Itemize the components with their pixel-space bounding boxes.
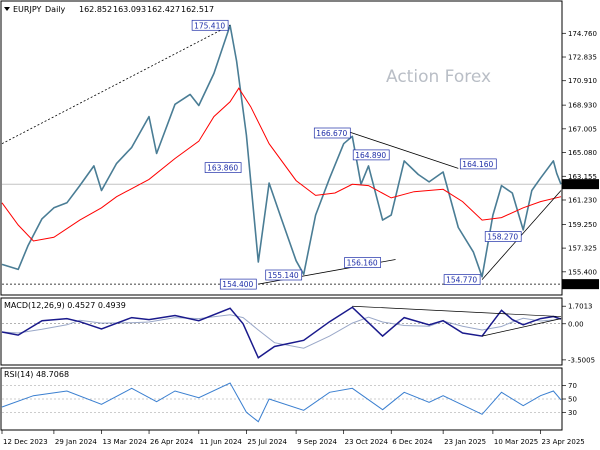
macd-tick-2: 0.00	[568, 320, 584, 328]
annotation-box-3	[313, 127, 351, 139]
macd-label: MACD(12,26,9) 0.4527 0.4939	[4, 301, 126, 310]
annotation-box-5	[459, 158, 497, 170]
support-price-box	[562, 279, 599, 290]
price-tick-10: 157.325	[568, 245, 597, 253]
ohlc-high: 163.093	[113, 5, 146, 14]
price-annotation-4: 164.890	[352, 149, 390, 161]
price-tick-9: 159.250	[568, 221, 597, 229]
chart-timeframe: Daily	[45, 5, 66, 14]
x-tick-3: 13 Mar 2024	[102, 438, 147, 446]
rsi-line	[1, 382, 562, 423]
annotation-text-10: 158.270	[487, 233, 518, 242]
annotation-text-4: 164.890	[355, 151, 386, 160]
macd-trendline-2	[481, 318, 562, 337]
annotation-box-9	[443, 274, 481, 285]
x-tick-10: 23 Jan 2025	[444, 438, 486, 446]
price-y-axis: 174.760 172.835 170.910 168.930 167.005 165.0…	[562, 30, 599, 290]
price-tick-11: 155.400	[568, 268, 597, 276]
annotation-box-2	[204, 162, 242, 173]
price-tick-1: 174.760	[568, 30, 597, 38]
annotation-box-1	[191, 19, 229, 31]
x-tick-4: 26 Apr 2024	[150, 438, 194, 446]
current-price-box	[562, 179, 599, 190]
price-panel-frame	[0, 0, 563, 296]
x-tick-9: 6 Dec 2024	[392, 438, 433, 446]
ohlc-low: 162.427	[147, 5, 180, 14]
support-price-label: 154.400	[566, 281, 595, 289]
price-tick-7: 163.155	[568, 173, 597, 181]
chevron-down-icon[interactable]	[4, 7, 10, 11]
price-annotation-5: 164.160	[459, 158, 497, 170]
price-annotation-3: 166.670	[313, 127, 351, 139]
moving-average-line	[1, 87, 562, 242]
current-price-label: 162.517	[566, 181, 595, 189]
watermark: Action Forex	[386, 67, 491, 87]
macd-layer: 1.7013 0.00 -3.5005	[1, 303, 595, 364]
price-tick-5: 167.005	[568, 125, 597, 133]
price-tick-3: 170.910	[568, 77, 597, 85]
macd-tick-3: -3.5005	[568, 356, 595, 364]
price-annotation-9: 154.770	[443, 274, 481, 285]
macd-trendline-1	[352, 305, 562, 317]
annotation-box-6	[265, 269, 303, 281]
price-tick-4: 168.930	[568, 102, 597, 110]
annotation-text-1: 175.410	[194, 21, 225, 30]
x-tick-2: 29 Jan 2024	[55, 438, 98, 446]
x-tick-12: 23 Apr 2025	[541, 438, 584, 446]
annotation-text-8: 154.400	[222, 280, 253, 289]
rsi-tick-2: 50	[568, 396, 577, 404]
price-trendline-2	[343, 129, 459, 169]
annotation-text-3: 166.670	[316, 129, 347, 138]
x-tick-11: 10 Mar 2025	[494, 438, 538, 446]
price-series-layer	[1, 24, 562, 278]
macd-line	[1, 306, 562, 359]
annotation-text-6: 155.140	[268, 271, 299, 280]
price-trendline-1	[1, 24, 231, 145]
x-tick-1: 12 Dec 2023	[3, 438, 48, 446]
annotation-box-4	[352, 149, 390, 161]
rsi-panel-frame	[0, 367, 563, 431]
chart-symbol: EURJPY	[13, 5, 41, 14]
price-tick-2: 172.835	[568, 54, 597, 62]
annotation-box-7	[344, 257, 381, 268]
x-tick-5: 11 Jun 2024	[200, 438, 243, 446]
rsi-label: RSI(14) 48.7068	[4, 370, 69, 379]
price-close-line	[1, 24, 562, 278]
x-tick-8: 23 Oct 2024	[345, 438, 389, 446]
rsi-layer: 70 50 30	[1, 382, 577, 423]
price-annotation-8: 154.400	[219, 278, 257, 290]
annotation-text-9: 154.770	[446, 276, 477, 285]
price-annotation-10: 158.270	[484, 231, 522, 242]
x-axis: 12 Dec 2023 29 Jan 2024 13 Mar 2024 26 Apr …	[1, 430, 585, 446]
annotation-text-5: 164.160	[462, 160, 493, 169]
price-annotation-1: 175.410	[191, 19, 229, 31]
annotation-text-2: 163.860	[207, 164, 238, 173]
ohlc-close: 162.517	[181, 5, 214, 14]
price-tick-8: 161.230	[568, 196, 597, 204]
price-annotation-6: 155.140	[265, 269, 303, 281]
x-tick-6: 25 Jul 2024	[247, 438, 287, 446]
macd-panel-frame	[0, 297, 563, 366]
annotation-box-8	[219, 278, 257, 290]
rsi-tick-3: 30	[568, 409, 577, 417]
x-tick-7: 9 Sep 2024	[297, 438, 337, 446]
price-annotation-2: 163.860	[204, 162, 242, 173]
annotation-text-7: 156.160	[347, 259, 378, 268]
macd-tick-1: 1.7013	[568, 303, 593, 311]
macd-signal-line	[1, 314, 562, 349]
price-annotation-7: 156.160	[344, 257, 381, 268]
rsi-tick-1: 70	[568, 382, 577, 390]
ohlc-open: 162.852	[79, 5, 112, 14]
price-annotations: 175.410 163.860 166.670 164.890 164.160 155.1…	[191, 19, 522, 290]
annotation-box-10	[484, 231, 522, 242]
price-tick-6: 165.080	[568, 149, 597, 157]
